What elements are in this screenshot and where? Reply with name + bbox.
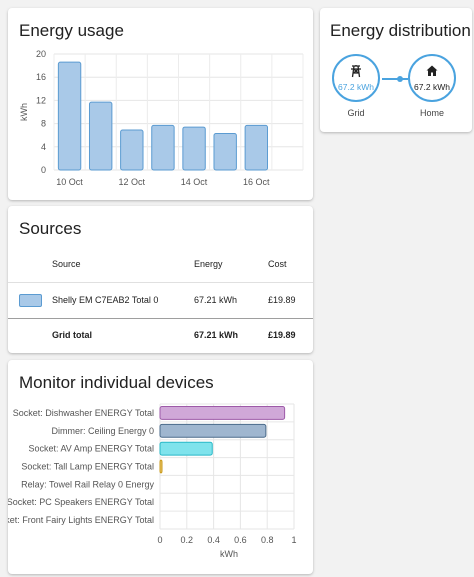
grid-total-label: Grid total	[52, 330, 92, 340]
x-tick-label: 0.6	[234, 535, 247, 545]
device-label: Socket: Dishwasher ENERGY Total	[13, 408, 154, 418]
x-tick-label: 10 Oct	[56, 177, 83, 187]
usage-bar-16-oct	[244, 124, 269, 171]
device-label: Relay: Towel Rail Relay 0 Energy	[21, 479, 154, 489]
y-tick-label: 12	[36, 95, 46, 105]
device-bar	[159, 441, 213, 456]
grid-node-value: 67.2 kWh	[338, 82, 374, 92]
devices-card: Monitor individual devices 0 0.2 0.4 0.6 0.8…	[8, 360, 313, 574]
transmission-tower-icon	[334, 64, 378, 83]
device-bar	[159, 423, 267, 438]
energy-usage-chart: 0 4 8 12 16 20 kWh 10 Oct 12 Oct 14 Oct 16 Oct	[19, 49, 304, 187]
grid-total-cost: £19.89	[268, 330, 296, 340]
sources-title: Sources	[19, 219, 82, 238]
y-axis-label: kWh	[19, 103, 29, 121]
grid-to-home-line	[382, 78, 408, 80]
sources-card: Sources Source Energy Cost Shelly EM C7E…	[8, 206, 313, 353]
home-node-value: 67.2 kWh	[414, 82, 450, 92]
sources-header-source: Source	[52, 259, 81, 269]
x-tick-label: 0.4	[207, 535, 220, 545]
energy-usage-card: Energy usage 0 4 8 12 16 20 kWh 10 Oct 12 Oct 14 …	[8, 8, 313, 200]
home-node-label: Home	[419, 108, 444, 118]
x-tick-label: 0.2	[181, 535, 194, 545]
device-label: Socket: Tall Lamp ENERGY Total	[21, 462, 154, 472]
sources-total-divider	[8, 318, 313, 319]
usage-bar-10-oct	[57, 61, 82, 171]
y-tick-label: 8	[41, 119, 46, 129]
sources-header-energy: Energy	[194, 259, 223, 269]
x-tick-label: 16 Oct	[243, 177, 270, 187]
device-bar	[159, 406, 286, 420]
source-row-cost: £19.89	[268, 295, 296, 305]
device-label: Socket: Front Fairy Lights ENERGY Total	[8, 515, 154, 525]
energy-usage-title: Energy usage	[19, 21, 124, 40]
source-row-name: Shelly EM C7EAB2 Total 0	[52, 295, 159, 305]
usage-bar-11-oct	[88, 101, 113, 171]
x-tick-label: 1	[291, 535, 296, 545]
x-axis-label: kWh	[220, 549, 238, 559]
usage-bar-14-oct	[182, 126, 206, 171]
home-node[interactable]: 67.2 kWh	[408, 54, 456, 102]
grid-total-energy: 67.21 kWh	[194, 330, 239, 340]
device-label: Socket: PC Speakers ENERGY Total	[8, 497, 154, 507]
source-color-swatch	[19, 294, 42, 307]
y-tick-label: 16	[36, 72, 46, 82]
y-tick-label: 20	[36, 49, 46, 59]
flow-dot	[397, 76, 403, 82]
x-tick-label: 14 Oct	[181, 177, 208, 187]
source-row-energy: 67.21 kWh	[194, 295, 238, 305]
device-bar	[159, 459, 163, 474]
y-tick-label: 4	[41, 142, 46, 152]
grid-node-label: Grid	[347, 108, 365, 118]
usage-bar-12-oct	[120, 129, 144, 171]
x-tick-label: 12 Oct	[119, 177, 146, 187]
usage-bar-13-oct	[151, 124, 175, 171]
energy-distribution-title: Energy distribution	[330, 21, 471, 40]
x-tick-label: 0.8	[261, 535, 274, 545]
y-tick-label: 0	[41, 165, 46, 175]
home-icon	[410, 64, 454, 83]
sources-header-divider	[8, 282, 313, 283]
device-label: Dimmer: Ceiling Energy 0	[51, 426, 154, 436]
grid-node[interactable]: 67.2 kWh	[332, 54, 380, 102]
device-label: Socket: AV Amp ENERGY Total	[28, 444, 154, 454]
x-tick-label: 0	[157, 535, 162, 545]
devices-chart: 0 0.2 0.4 0.6 0.8 1 kWh Socket: Dishwasher ENER…	[8, 403, 297, 559]
devices-title: Monitor individual devices	[19, 373, 214, 392]
energy-distribution-card: Energy distribution 67.2 kWh Grid 67.2 k…	[320, 8, 472, 132]
usage-bar-15-oct	[213, 132, 237, 171]
sources-header-cost: Cost	[268, 259, 287, 269]
